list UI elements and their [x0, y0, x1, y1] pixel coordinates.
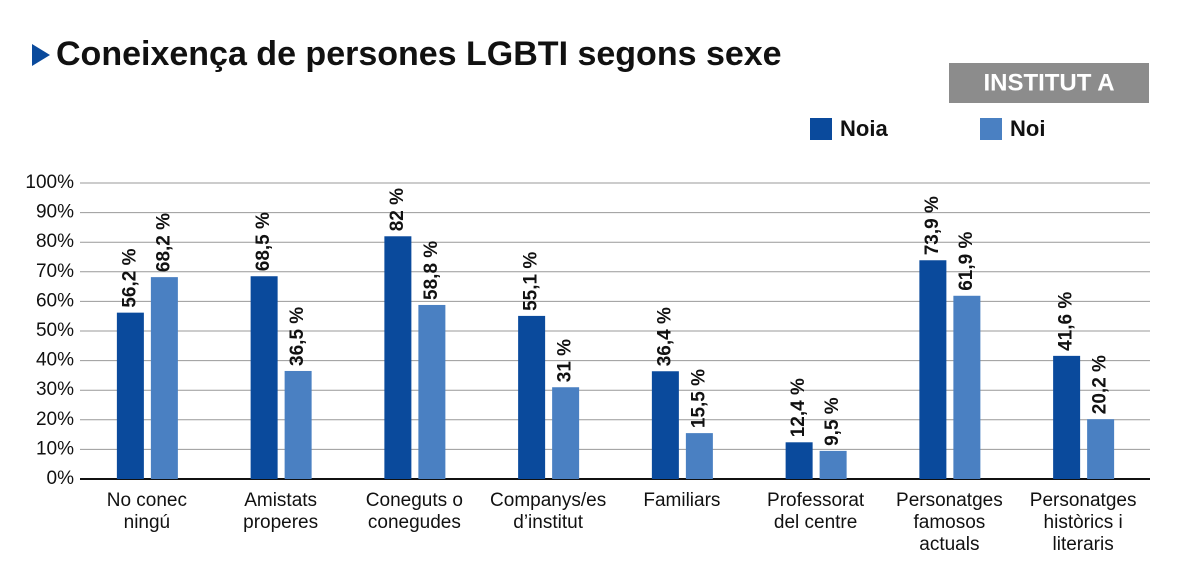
x-tick-label: Personatges històrics i literaris [1029, 490, 1137, 555]
value-label: 12,4 % [788, 378, 809, 437]
value-label: 31 % [555, 339, 576, 382]
bar [284, 370, 312, 479]
y-tick-label: 20% [36, 409, 74, 430]
bar [418, 304, 446, 479]
bar [1053, 355, 1081, 479]
legend-swatch [810, 118, 832, 140]
chart-title: Coneixença de persones LGBTI segons sexe [56, 35, 782, 73]
bar [919, 260, 947, 479]
badge [949, 63, 1149, 103]
x-tick-label: Familiars [643, 490, 721, 511]
value-label: 61,9 % [956, 232, 977, 291]
x-tick-label: Personatges famosos actuals [896, 490, 1003, 555]
bar [518, 315, 546, 479]
bar [116, 312, 144, 479]
x-tick-label: Amistats properes [243, 490, 319, 533]
y-tick-label: 90% [36, 202, 74, 223]
x-tick-label: No conec ningú [106, 490, 188, 533]
value-label: 68,5 % [253, 212, 274, 271]
value-label: 9,5 % [822, 397, 843, 446]
bar [651, 371, 679, 479]
bar [384, 236, 412, 479]
y-tick-label: 0% [47, 468, 75, 489]
value-label: 68,2 % [153, 213, 174, 272]
legend-swatch [980, 118, 1002, 140]
y-tick-label: 10% [36, 438, 74, 459]
y-tick-label: 30% [36, 379, 74, 400]
y-tick-label: 70% [36, 261, 74, 282]
legend-label: Noi [1010, 116, 1045, 141]
title-marker [32, 44, 50, 66]
y-tick-label: 80% [36, 231, 74, 252]
value-label: 82 % [387, 188, 408, 231]
bar [785, 442, 813, 479]
bar [150, 277, 178, 479]
bar [250, 276, 278, 479]
value-label: 20,2 % [1090, 355, 1111, 414]
value-label: 55,1 % [521, 252, 542, 311]
badge-text: INSTITUT A [983, 69, 1114, 96]
x-tick-label: Companys/es d’institut [490, 490, 607, 533]
value-label: 41,6 % [1056, 292, 1077, 351]
value-label: 36,5 % [287, 307, 308, 366]
value-label: 58,8 % [421, 241, 442, 300]
y-tick-label: 100% [25, 172, 74, 193]
value-label: 73,9 % [922, 196, 943, 255]
bar [1087, 419, 1115, 479]
value-label: 36,4 % [654, 307, 675, 366]
bar [552, 387, 580, 479]
value-label: 56,2 % [119, 248, 140, 307]
value-label: 15,5 % [688, 369, 709, 428]
legend-label: Noia [840, 116, 888, 141]
y-tick-label: 40% [36, 350, 74, 371]
x-tick-label: Coneguts o conegudes [365, 490, 463, 533]
bar [819, 450, 847, 479]
x-tick-label: Professorat del centre [767, 490, 865, 533]
bar [953, 295, 981, 479]
bar [685, 433, 713, 479]
y-tick-label: 60% [36, 290, 74, 311]
y-tick-label: 50% [36, 320, 74, 341]
